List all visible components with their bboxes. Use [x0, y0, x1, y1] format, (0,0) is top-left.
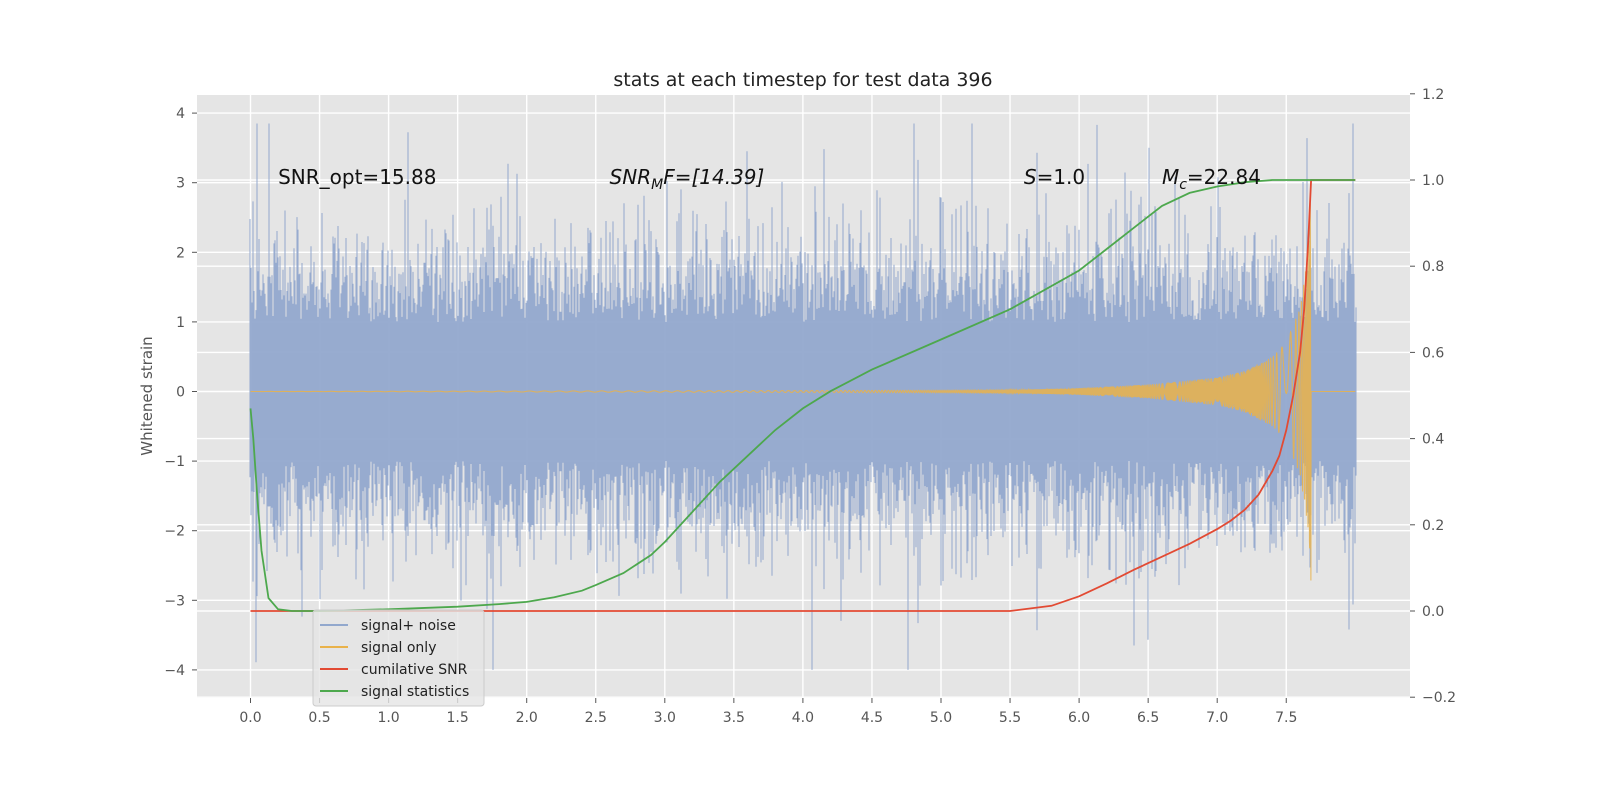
- y-tick-label: 1: [176, 315, 185, 331]
- series-signal-only: [250, 203, 1356, 581]
- x-tick-label: 1.0: [377, 710, 399, 726]
- axes: 0.0 0.5 1.0 1.5 2.0 2.5 3.0 3.5 4.0 4.5 5.0 5.5 6.0 6…: [164, 87, 1456, 726]
- legend-label: signal statistics: [361, 684, 469, 700]
- y2-tick-label: 0.6: [1422, 345, 1444, 361]
- x-tick-label: 3.5: [723, 710, 745, 726]
- x-tick-label: 7.0: [1206, 710, 1228, 726]
- x-tick-label: 4.5: [861, 710, 883, 726]
- x-tick-label: 0.0: [239, 710, 261, 726]
- legend-label: signal+ noise: [361, 618, 456, 634]
- y-tick-label: 4: [176, 106, 185, 122]
- series-cumulative-snr: [250, 179, 1356, 612]
- y2-tick-label: 1.0: [1422, 173, 1444, 189]
- y-tick-label: −2: [164, 524, 185, 540]
- x-tick-label: 5.5: [999, 710, 1021, 726]
- legend-label: cumilative SNR: [361, 662, 468, 678]
- x-tick-label: 3.0: [654, 710, 676, 726]
- series-layer: [249, 123, 1357, 670]
- chart-title: stats at each timestep for test data 396: [613, 69, 992, 91]
- legend-box: [312, 609, 485, 707]
- x-tick-label: 4.0: [792, 710, 814, 726]
- y-tick-label: 3: [176, 176, 185, 192]
- y2-tick-label: 1.2: [1422, 87, 1444, 103]
- y-tick-label: −3: [164, 593, 185, 609]
- x-tick-label: 7.5: [1275, 710, 1297, 726]
- series-signal-statistics: [249, 179, 1356, 612]
- legend: signal+ noise signal only cumilative SNR si…: [312, 609, 485, 707]
- x-tick-label: 0.5: [308, 710, 330, 726]
- legend-label: signal only: [361, 640, 436, 656]
- y2-tick-label: 0.8: [1422, 259, 1444, 275]
- y2-tick-label: 0.4: [1422, 432, 1444, 448]
- y2-tick-label: 0.0: [1422, 604, 1444, 620]
- x-tick-label: 5.0: [930, 710, 952, 726]
- y2-tick-label: −0.2: [1422, 690, 1456, 706]
- y-tick-label: −1: [164, 454, 185, 470]
- y-tick-label: 0: [176, 385, 185, 401]
- y2-tick-label: 0.2: [1422, 518, 1444, 534]
- annotation: Mc=22.84: [1162, 165, 1261, 193]
- y-tick-label: −4: [164, 663, 185, 679]
- x-tick-label: 6.5: [1137, 710, 1159, 726]
- annotations: SNR_opt=15.88 SNRMF=[14.39] S=1.0 Mc=22.84: [278, 165, 1261, 193]
- y-axis-label: Whitened strain: [138, 336, 156, 455]
- x-tick-label: 6.0: [1068, 710, 1090, 726]
- x-tick-label: 2.5: [585, 710, 607, 726]
- annotation: SNRMF=[14.39]: [610, 165, 765, 193]
- x-tick-label: 1.5: [447, 710, 469, 726]
- y-tick-label: 2: [176, 245, 185, 261]
- annotation: SNR_opt=15.88: [278, 165, 436, 189]
- annotation: S=1.0: [1024, 165, 1085, 189]
- x-tick-label: 2.0: [516, 710, 538, 726]
